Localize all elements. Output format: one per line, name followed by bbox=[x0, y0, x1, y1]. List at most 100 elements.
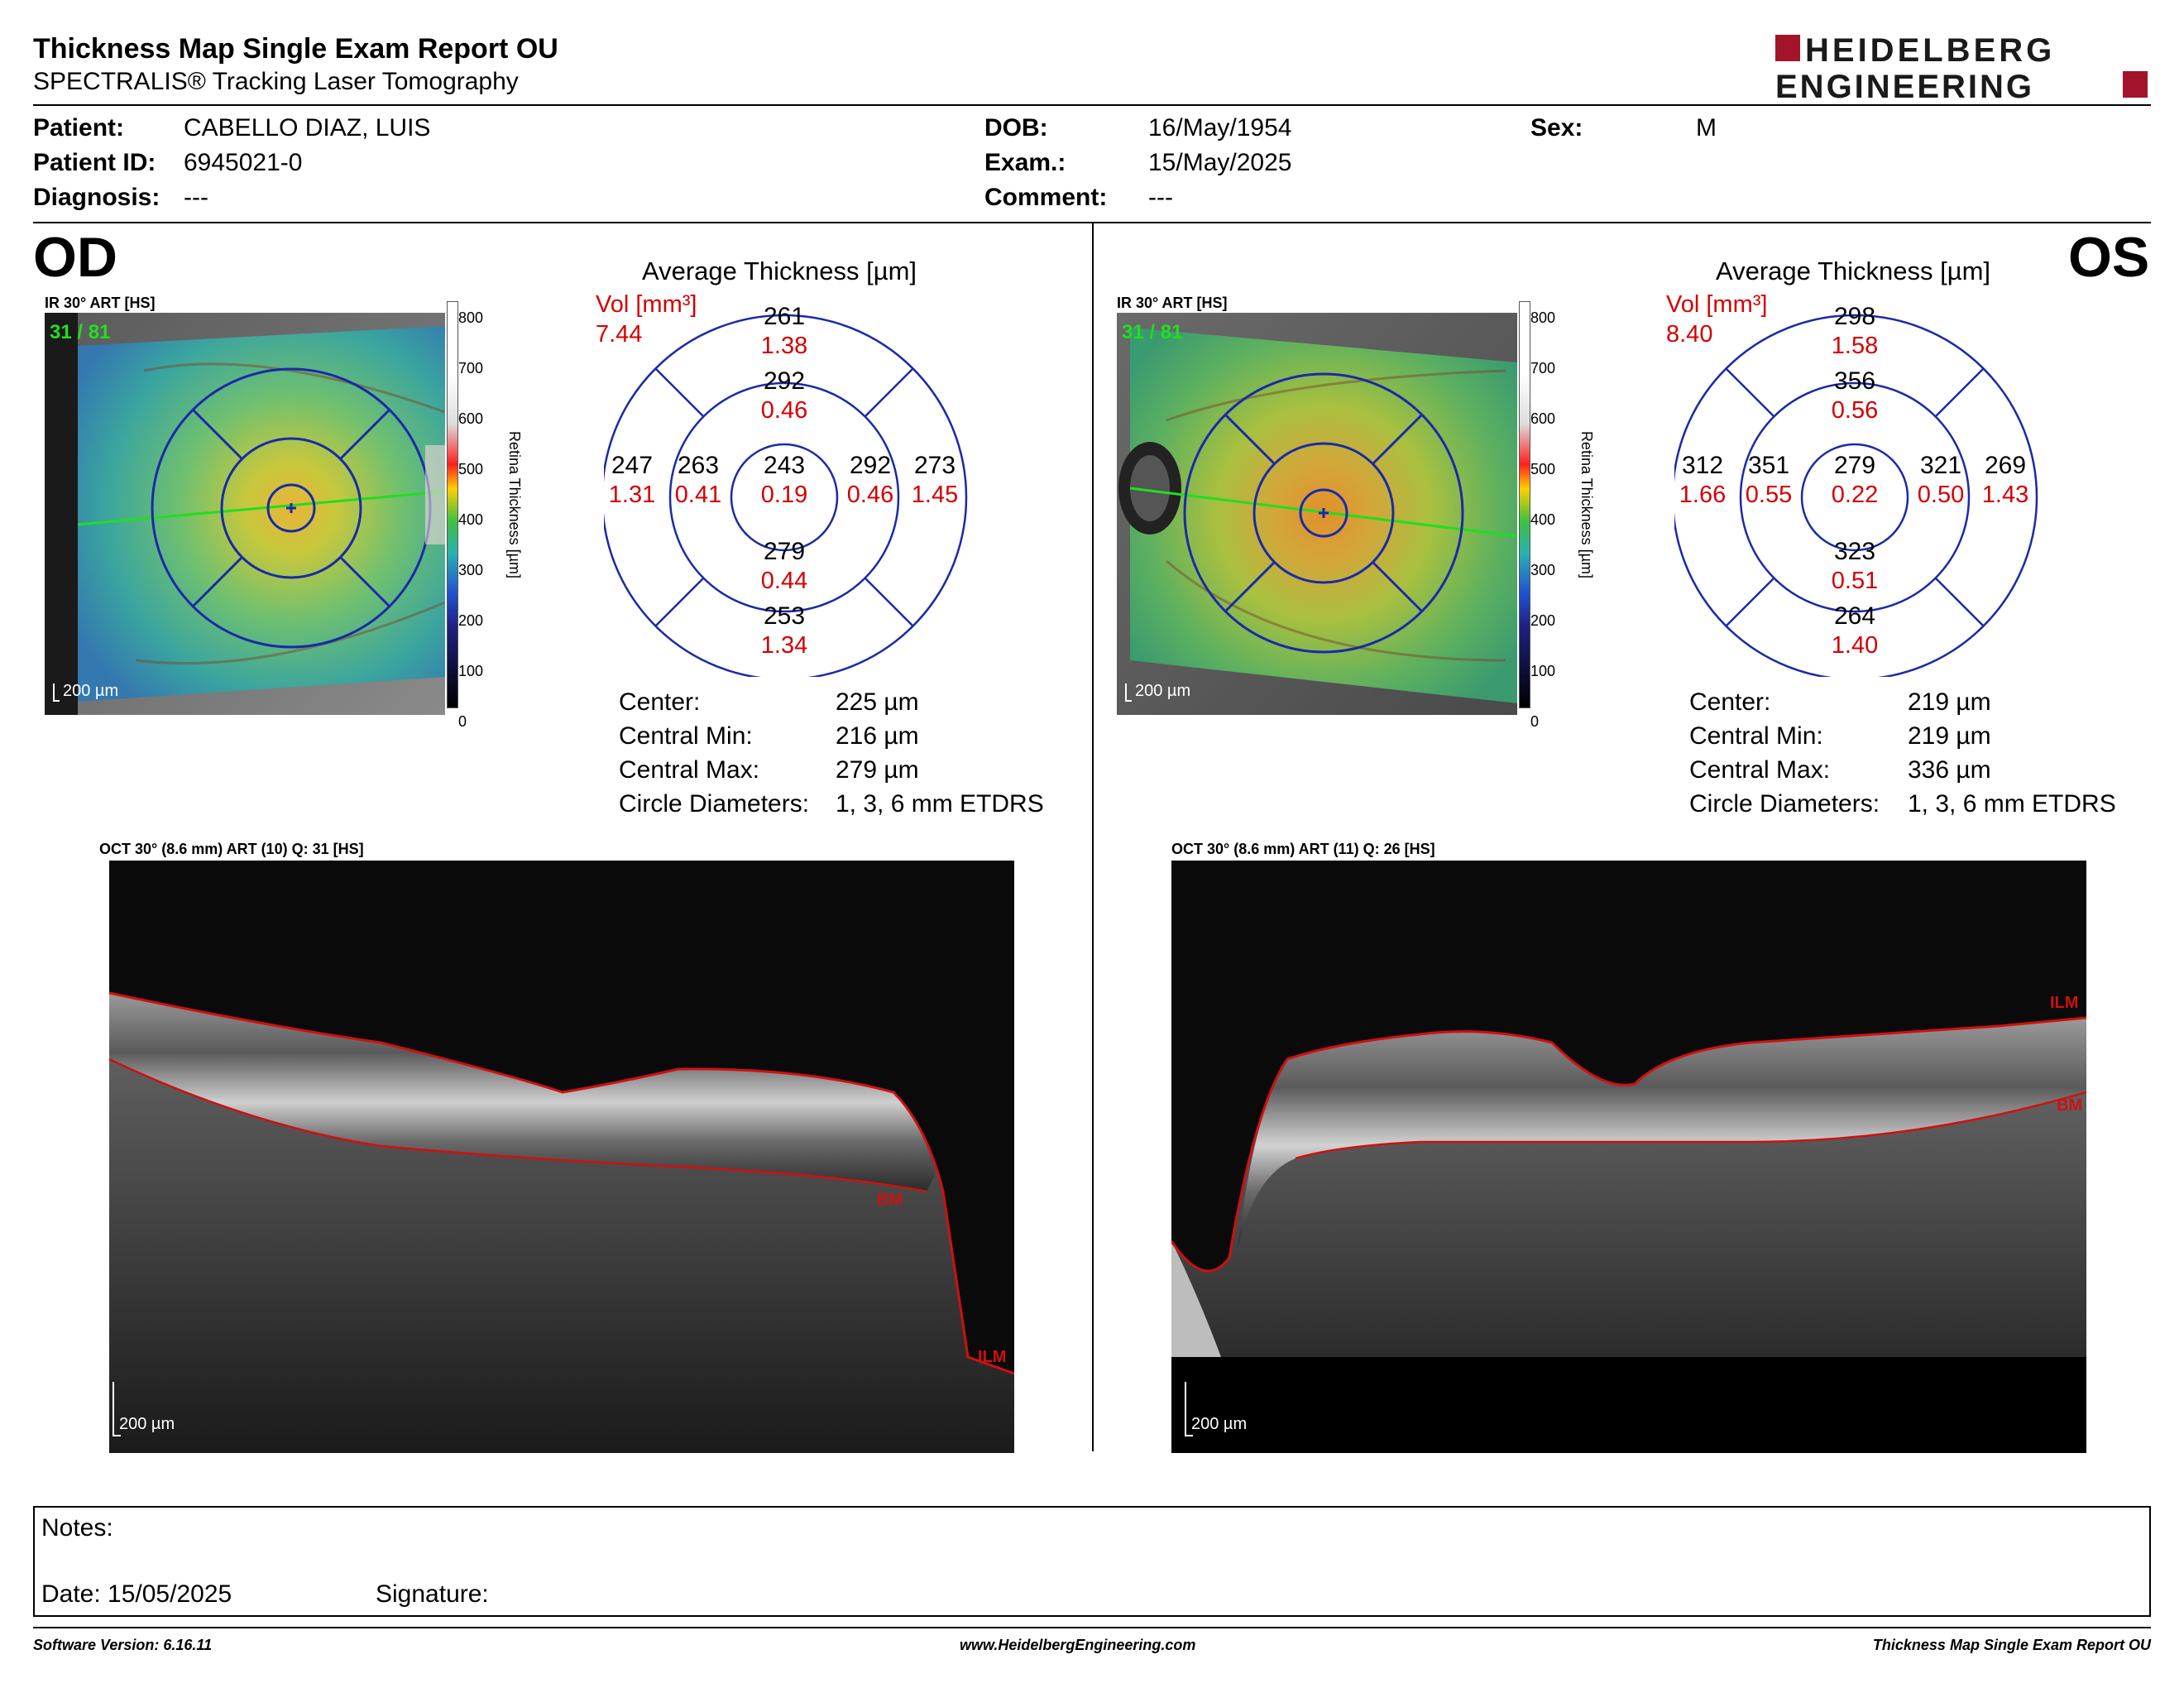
os-inner-right-t: 321 bbox=[1919, 452, 1962, 479]
od-cb-tick-800: 800 bbox=[458, 309, 484, 326]
os-outer-right-v: 1.43 bbox=[1981, 482, 2029, 508]
od-center-label: Center: bbox=[619, 688, 701, 716]
od-cb-tick-100: 100 bbox=[458, 663, 484, 679]
od-bm-label: BM bbox=[877, 1191, 903, 1209]
od-center-t: 243 bbox=[763, 452, 806, 479]
od-ir-label: IR 30° ART [HS] bbox=[45, 295, 156, 311]
od-circ-value: 1, 3, 6 mm ETDRS bbox=[836, 790, 1044, 818]
os-cb-tick-800: 800 bbox=[1530, 309, 1556, 326]
os-cb-tick-200: 200 bbox=[1530, 612, 1556, 629]
od-oct-scale-label: 200 µm bbox=[119, 1415, 175, 1433]
os-inner-sup-t: 356 bbox=[1833, 367, 1876, 395]
diagnosis-label: Diagnosis: bbox=[33, 184, 160, 211]
os-scale-label: 200 µm bbox=[1135, 682, 1191, 700]
dob-value: 16/May/1954 bbox=[1148, 114, 1292, 141]
od-etdrs-grid bbox=[604, 314, 968, 677]
os-ilm-label: ILM bbox=[2050, 994, 2078, 1012]
od-circ-label: Circle Diameters: bbox=[619, 790, 810, 818]
od-max-value: 279 µm bbox=[836, 756, 919, 784]
od-max-label: Central Max: bbox=[619, 756, 760, 784]
od-inner-inf-v: 0.44 bbox=[760, 568, 808, 594]
os-center-v: 0.22 bbox=[1831, 482, 1879, 508]
os-cb-tick-400: 400 bbox=[1530, 511, 1556, 528]
od-scale-bar bbox=[53, 683, 55, 702]
od-oct-label: OCT 30° (8.6 mm) ART (10) Q: 31 [HS] bbox=[99, 841, 364, 857]
os-center-t: 279 bbox=[1833, 452, 1876, 479]
os-etdrs-grid bbox=[1674, 314, 2038, 677]
od-ir-count: 31 / 81 bbox=[50, 321, 111, 343]
exam-value: 15/May/2025 bbox=[1148, 149, 1292, 176]
od-center-v: 0.19 bbox=[760, 482, 808, 508]
od-oct-bscan: BM ILM 200 µm bbox=[99, 861, 1014, 1453]
os-center-value: 219 µm bbox=[1908, 688, 1991, 716]
os-cb-tick-0: 0 bbox=[1530, 713, 1540, 730]
os-vol-label: Vol [mm³] bbox=[1666, 291, 1768, 318]
od-outer-sup-v: 1.38 bbox=[760, 333, 808, 359]
os-cb-tick-300: 300 bbox=[1530, 562, 1556, 578]
od-inner-inf-t: 279 bbox=[763, 538, 806, 565]
od-vol-value: 7.44 bbox=[596, 321, 643, 348]
os-cb-tick-100: 100 bbox=[1530, 663, 1556, 679]
website-link[interactable]: www.HeidelbergEngineering.com bbox=[960, 1637, 1196, 1653]
comment-label: Comment: bbox=[984, 184, 1108, 211]
patient-divider bbox=[33, 222, 2151, 223]
header-divider bbox=[33, 104, 2151, 106]
od-scale-label: 200 µm bbox=[63, 682, 119, 700]
od-eye-label: OD bbox=[33, 226, 117, 289]
os-scale-bar bbox=[1125, 683, 1127, 702]
os-inner-sup-v: 0.56 bbox=[1831, 397, 1879, 424]
os-inner-inf-v: 0.51 bbox=[1831, 568, 1879, 594]
od-outer-inf-v: 1.34 bbox=[760, 632, 808, 659]
os-bm-label: BM bbox=[2057, 1096, 2082, 1115]
od-cb-tick-700: 700 bbox=[458, 360, 484, 376]
od-cb-tick-200: 200 bbox=[458, 612, 484, 629]
od-outer-right-t: 273 bbox=[913, 452, 956, 479]
od-vol-label: Vol [mm³] bbox=[596, 291, 697, 318]
os-outer-left-v: 1.66 bbox=[1679, 482, 1727, 508]
od-outer-right-v: 1.45 bbox=[911, 482, 959, 508]
logo-line2: ENGINEERING bbox=[1775, 69, 2034, 103]
od-inner-sup-v: 0.46 bbox=[760, 397, 808, 424]
os-oct-label: OCT 30° (8.6 mm) ART (11) Q: 26 [HS] bbox=[1171, 841, 1435, 857]
od-cb-tick-500: 500 bbox=[458, 461, 484, 477]
od-outer-sup-t: 261 bbox=[763, 303, 806, 330]
os-thickness-map: 31 / 81 200 µm bbox=[1117, 313, 1517, 715]
os-cb-tick-700: 700 bbox=[1530, 360, 1556, 376]
os-vol-value: 8.40 bbox=[1666, 321, 1713, 348]
os-colorbar-title: Retina Thickness [µm] bbox=[1578, 430, 1595, 579]
os-inner-left-v: 0.55 bbox=[1745, 482, 1793, 508]
comment-value: --- bbox=[1148, 184, 1173, 211]
od-cb-tick-600: 600 bbox=[458, 410, 484, 427]
os-outer-sup-v: 1.58 bbox=[1831, 333, 1879, 359]
report-title: Thickness Map Single Exam Report OU bbox=[33, 33, 558, 65]
software-version: Software Version: 6.16.11 bbox=[33, 1637, 213, 1653]
os-max-label: Central Max: bbox=[1689, 756, 1831, 784]
od-cb-tick-400: 400 bbox=[458, 511, 484, 528]
notes-box[interactable]: Notes: Date: 15/05/2025 Signature: bbox=[33, 1506, 2151, 1617]
os-oct-bscan: ILM BM 200 µm bbox=[1171, 861, 2086, 1453]
os-min-label: Central Min: bbox=[1689, 722, 1823, 750]
exam-label: Exam.: bbox=[984, 149, 1066, 176]
os-outer-inf-t: 264 bbox=[1833, 602, 1876, 630]
od-min-value: 216 µm bbox=[836, 722, 919, 750]
patient-name: CABELLO DIAZ, LUIS bbox=[184, 114, 431, 141]
od-oct-scale-bar bbox=[113, 1382, 114, 1436]
os-min-value: 219 µm bbox=[1908, 722, 1991, 750]
os-inner-right-v: 0.50 bbox=[1917, 482, 1965, 508]
dob-label: DOB: bbox=[984, 114, 1048, 141]
os-avg-title: Average Thickness [µm] bbox=[1716, 257, 1991, 285]
eye-divider bbox=[1092, 223, 1094, 1451]
notes-label: Notes: bbox=[41, 1514, 113, 1542]
od-ilm-label: ILM bbox=[978, 1348, 1006, 1366]
os-inner-left-t: 351 bbox=[1747, 452, 1790, 479]
report-subtitle: SPECTRALIS® Tracking Laser Tomography bbox=[33, 68, 519, 95]
os-circ-label: Circle Diameters: bbox=[1689, 790, 1880, 818]
footer-report-name: Thickness Map Single Exam Report OU bbox=[1872, 1637, 2151, 1653]
od-outer-left-v: 1.31 bbox=[608, 482, 656, 508]
od-avg-title: Average Thickness [µm] bbox=[642, 257, 917, 285]
od-outer-left-t: 247 bbox=[611, 452, 654, 479]
heidelberg-logo: HEIDELBERG ENGINEERING bbox=[1775, 32, 2148, 103]
patient-label: Patient: bbox=[33, 114, 125, 141]
od-inner-left-v: 0.41 bbox=[674, 482, 722, 508]
signature-label: Signature: bbox=[376, 1580, 489, 1608]
